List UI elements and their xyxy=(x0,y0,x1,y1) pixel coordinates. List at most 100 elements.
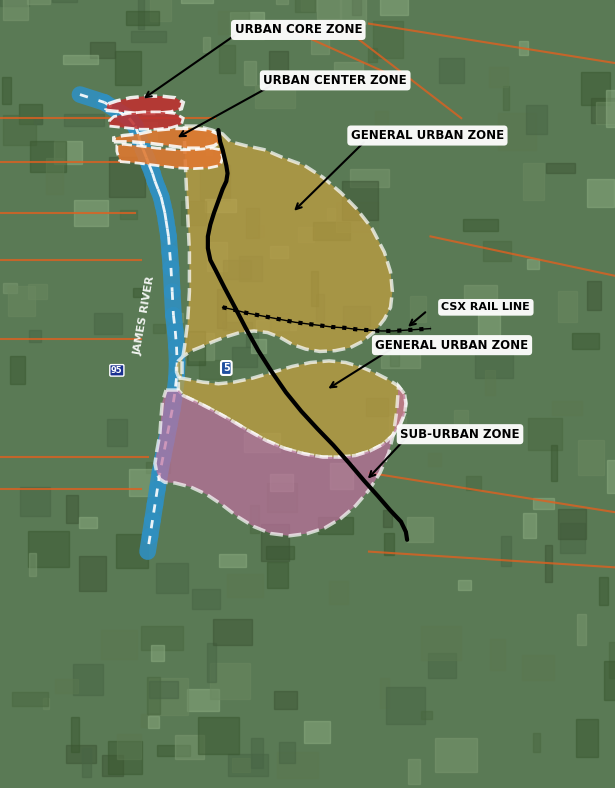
Bar xyxy=(205,199,236,212)
Bar xyxy=(546,545,552,582)
Bar xyxy=(270,313,289,333)
Bar xyxy=(219,45,236,73)
Bar xyxy=(10,356,25,385)
Bar xyxy=(30,140,66,172)
Bar xyxy=(73,664,103,695)
Bar xyxy=(390,332,399,366)
Bar xyxy=(126,11,159,25)
Bar xyxy=(200,165,230,200)
Bar xyxy=(181,201,207,225)
Bar xyxy=(28,530,69,567)
Bar xyxy=(116,533,148,568)
Bar xyxy=(153,324,165,333)
Bar xyxy=(421,711,432,719)
Bar xyxy=(186,331,205,365)
Bar xyxy=(244,61,255,85)
Bar xyxy=(149,681,178,697)
Bar xyxy=(454,410,468,432)
Bar xyxy=(316,294,324,322)
Bar xyxy=(591,98,615,122)
Bar xyxy=(55,678,77,693)
Bar xyxy=(386,686,424,723)
Bar xyxy=(330,463,353,489)
Bar xyxy=(587,281,601,310)
Bar xyxy=(203,37,210,52)
Bar xyxy=(74,200,108,226)
Bar xyxy=(335,62,363,74)
Bar xyxy=(490,67,508,87)
Bar xyxy=(410,296,426,322)
Bar xyxy=(438,58,464,83)
Bar xyxy=(109,158,145,196)
Bar xyxy=(558,292,577,322)
Bar xyxy=(528,418,561,450)
Bar xyxy=(149,678,188,715)
Bar xyxy=(252,738,263,768)
Bar xyxy=(267,562,288,588)
Bar xyxy=(220,554,245,567)
Bar xyxy=(251,339,266,353)
Text: SUB-URBAN ZONE: SUB-URBAN ZONE xyxy=(400,428,520,440)
Bar xyxy=(269,51,288,76)
Bar xyxy=(475,353,512,378)
Bar xyxy=(558,509,586,539)
Bar xyxy=(298,227,314,243)
Bar xyxy=(4,114,36,146)
Bar xyxy=(577,614,585,645)
Bar xyxy=(408,517,433,542)
Bar xyxy=(181,0,213,3)
Bar xyxy=(269,246,288,258)
Bar xyxy=(64,114,104,126)
Bar xyxy=(54,141,82,164)
Bar xyxy=(141,715,157,727)
Bar xyxy=(115,51,141,84)
Bar xyxy=(231,12,263,39)
Bar xyxy=(462,218,498,231)
Bar xyxy=(175,735,204,759)
Bar xyxy=(189,333,215,360)
Bar xyxy=(3,283,17,293)
Bar xyxy=(270,474,293,491)
Bar xyxy=(609,642,615,678)
Bar xyxy=(597,102,615,125)
Bar xyxy=(199,360,231,379)
Bar xyxy=(191,589,220,609)
Bar xyxy=(232,757,250,772)
Bar xyxy=(228,754,268,776)
Bar xyxy=(384,533,394,555)
Bar xyxy=(498,113,536,150)
Bar xyxy=(389,416,405,435)
Bar xyxy=(311,271,318,307)
Bar xyxy=(19,104,42,125)
Text: CSX RAIL LINE: CSX RAIL LINE xyxy=(442,303,530,312)
Bar xyxy=(327,208,335,220)
Bar xyxy=(1,0,30,6)
Bar xyxy=(533,498,554,509)
Polygon shape xyxy=(155,386,406,536)
Bar xyxy=(421,626,461,660)
Bar xyxy=(217,289,226,328)
Bar xyxy=(329,582,348,604)
Bar xyxy=(503,86,509,110)
Bar xyxy=(141,626,183,650)
Bar xyxy=(599,577,608,604)
Bar xyxy=(79,517,97,528)
Bar xyxy=(131,31,166,43)
Bar xyxy=(12,693,48,706)
Bar xyxy=(28,284,47,299)
Bar xyxy=(47,158,63,195)
Bar xyxy=(380,678,389,708)
Bar xyxy=(82,748,91,777)
Bar xyxy=(312,221,351,240)
Bar xyxy=(267,483,297,512)
Text: 5: 5 xyxy=(223,363,229,373)
Bar xyxy=(408,759,420,784)
Bar xyxy=(301,0,316,11)
Bar xyxy=(483,241,510,261)
Bar xyxy=(279,742,295,763)
Polygon shape xyxy=(106,96,183,113)
Bar xyxy=(256,320,296,330)
Bar xyxy=(522,655,554,680)
Bar xyxy=(571,333,599,349)
Bar xyxy=(490,639,505,670)
